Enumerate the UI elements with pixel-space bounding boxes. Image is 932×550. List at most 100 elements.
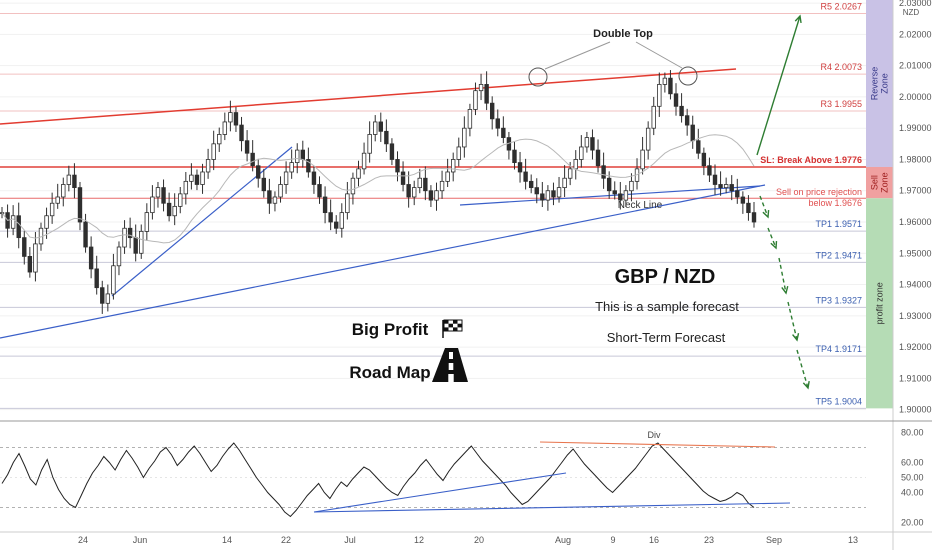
x-tick-label: 12 [414,535,424,545]
candle-body [211,143,216,160]
bearish-arrow-head [781,286,789,295]
candle-body [395,159,400,173]
y-tick-label: 1.98000 [899,154,932,164]
x-tick-label: Sep [766,535,782,545]
candle-body [61,184,66,198]
candle-body [423,177,428,192]
candle-body [462,127,467,148]
level-label: R3 1.9955 [820,99,862,109]
candle-body [417,177,422,189]
bearish-arrow-head [802,380,810,390]
div-label: Div [648,430,661,440]
candle-body [501,127,506,138]
candle-body [434,190,439,201]
candle-body [228,112,233,123]
candle-body [250,152,255,167]
candle-body [551,190,556,198]
y-tick-label: 2.00000 [899,92,932,102]
candle-body [601,165,606,179]
candle-body [439,180,445,192]
road-map-text: Road Map [349,363,430,382]
x-tick-label: 9 [610,535,615,545]
candle-body [373,121,378,135]
double-top-circle [678,66,698,86]
candle-body [389,143,395,160]
candle-body [222,121,228,135]
candle-body [233,112,239,126]
candle-body [100,287,105,304]
candle-body [261,177,267,192]
trendlines-layer [0,41,766,339]
x-tick-label: 24 [78,535,88,545]
candle-body [478,84,484,92]
level-label: TP2 1.9471 [815,250,862,260]
candle-body [322,196,328,214]
candle-body [489,102,495,120]
candle-body [283,171,289,185]
candle-body [22,237,27,257]
candle-body [428,190,434,201]
double-top-pointer [635,41,683,69]
y-tick-label: 1.91000 [899,373,932,383]
candle-body [540,193,545,201]
candle-body [668,77,673,95]
double-top-circle [528,67,548,87]
level-label: R5 2.0267 [820,1,862,11]
candle-body [295,149,300,163]
candle-body [534,187,539,195]
level-label: SL: Break Above 1.9776 [760,155,862,165]
candle-body [673,93,679,107]
candle-body [707,165,712,176]
bearish-arrow [759,195,769,218]
candle-body [334,221,339,229]
candle-body [356,168,361,179]
candle-body [166,202,172,217]
bearish-arrow-head [792,333,800,342]
zone-label: Zone [880,73,890,94]
candle-body [556,187,562,198]
rsi-support-line [313,502,791,513]
candle-body [679,105,684,117]
candle-body [523,171,528,182]
candle-body [200,171,205,185]
candle-body [484,84,489,104]
candle-body [590,137,595,151]
candle-body [339,212,344,229]
candle-body [629,180,634,192]
candle-body [278,184,283,198]
candle-body [735,190,740,198]
currency-tag: NZD [903,8,920,17]
double-top-label: Double Top [593,28,653,40]
subtitle-short-term: Short-Term Forecast [607,330,726,345]
rsi-trendline [313,472,567,513]
candle-body [595,149,601,167]
candle-body [256,165,261,179]
neck-line [459,185,761,206]
candle-body [378,121,383,132]
candle-body [328,212,333,223]
candle-body [645,127,651,151]
candle-body [640,149,645,170]
x-tick-label: 14 [222,535,232,545]
rsi-tick-label: 60.00 [901,458,924,468]
candle-body [467,109,473,129]
grid-layer [0,2,866,411]
zone-band [866,198,893,409]
level-label: TP4 1.9171 [815,344,862,354]
double-top-pointer [544,41,611,70]
candle-body [562,177,567,189]
subtitle-sample: This is a sample forecast [595,299,739,314]
y-tick-label: 1.99000 [899,123,932,133]
x-tick-label: 23 [704,535,714,545]
upper-trendline [0,68,737,125]
lower-trendline [0,184,766,339]
candle-body [122,227,127,248]
candle-body [161,187,166,204]
candle-body [272,196,278,204]
y-tick-label: 2.03000 [899,0,932,8]
x-tick-label: 13 [848,535,858,545]
candle-body [690,124,695,142]
candle-body [289,162,294,173]
